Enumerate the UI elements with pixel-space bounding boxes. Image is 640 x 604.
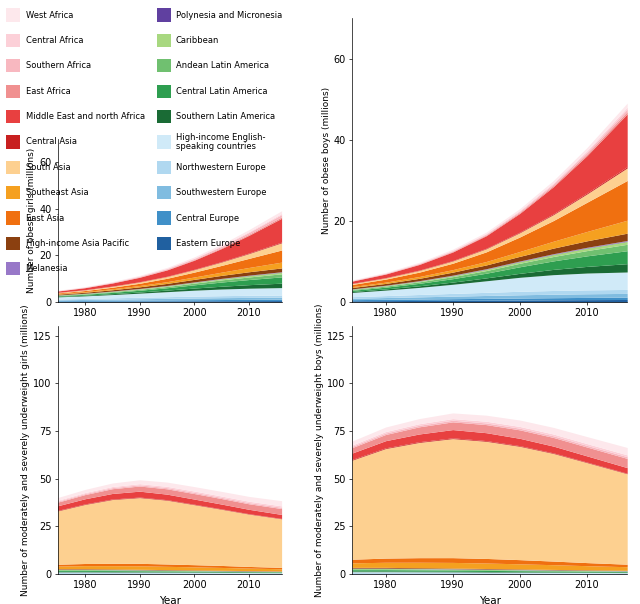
Text: speaking countries: speaking countries — [176, 143, 256, 151]
Text: Central Latin America: Central Latin America — [176, 87, 268, 95]
Text: High-income Asia Pacific: High-income Asia Pacific — [26, 239, 129, 248]
Text: Polynesia and Micronesia: Polynesia and Micronesia — [176, 11, 282, 19]
Text: South Asia: South Asia — [26, 163, 70, 172]
Text: Southern Latin America: Southern Latin America — [176, 112, 275, 121]
Text: Central Asia: Central Asia — [26, 138, 77, 146]
Text: Central Africa: Central Africa — [26, 36, 83, 45]
Text: Andean Latin America: Andean Latin America — [176, 62, 269, 70]
Y-axis label: Number of moderately and severely underweight boys (millions): Number of moderately and severely underw… — [316, 303, 324, 597]
Y-axis label: Number of obese boys (millions): Number of obese boys (millions) — [321, 86, 331, 234]
Text: Southern Africa: Southern Africa — [26, 62, 91, 70]
Text: Eastern Europe: Eastern Europe — [176, 239, 241, 248]
Y-axis label: Number of obese girls (millions): Number of obese girls (millions) — [27, 148, 36, 293]
X-axis label: Year: Year — [479, 596, 500, 604]
Text: Southwestern Europe: Southwestern Europe — [176, 188, 266, 197]
Text: Northwestern Europe: Northwestern Europe — [176, 163, 266, 172]
Text: East Africa: East Africa — [26, 87, 70, 95]
Text: High-income English-: High-income English- — [176, 133, 266, 141]
Text: West Africa: West Africa — [26, 11, 73, 19]
X-axis label: Year: Year — [159, 596, 180, 604]
Text: Caribbean: Caribbean — [176, 36, 220, 45]
Y-axis label: Number of moderately and severely underweight girls (millions): Number of moderately and severely underw… — [21, 304, 30, 596]
Text: Central Europe: Central Europe — [176, 214, 239, 222]
Text: Middle East and north Africa: Middle East and north Africa — [26, 112, 145, 121]
Text: Melanesia: Melanesia — [26, 265, 68, 273]
Text: East Asia: East Asia — [26, 214, 64, 222]
Text: Southeast Asia: Southeast Asia — [26, 188, 88, 197]
